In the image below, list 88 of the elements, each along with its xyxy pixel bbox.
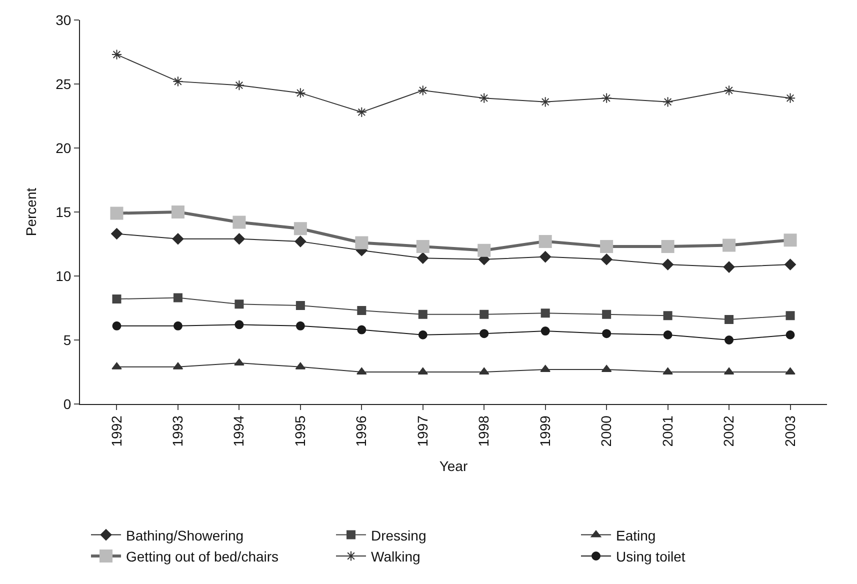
point bbox=[663, 330, 672, 340]
point bbox=[418, 310, 428, 319]
point bbox=[296, 300, 305, 310]
point bbox=[478, 244, 491, 257]
point bbox=[112, 294, 122, 304]
point bbox=[724, 315, 734, 324]
point bbox=[600, 240, 614, 254]
point bbox=[357, 306, 366, 316]
point bbox=[172, 76, 184, 87]
point bbox=[601, 92, 612, 104]
point bbox=[540, 251, 552, 262]
x-tick-label: 2001 bbox=[659, 415, 676, 447]
point bbox=[540, 308, 550, 318]
point bbox=[540, 326, 550, 336]
x-tick-label: 2003 bbox=[782, 415, 798, 447]
point bbox=[600, 254, 612, 266]
point bbox=[294, 236, 306, 248]
x-tick-label: 1998 bbox=[476, 415, 492, 447]
x-tick-label: 1993 bbox=[170, 415, 186, 447]
legend-label: Getting out of bed/chairs bbox=[126, 548, 279, 564]
y-tick-label: 25 bbox=[56, 76, 72, 92]
point bbox=[234, 300, 244, 309]
point bbox=[112, 362, 122, 370]
point bbox=[416, 240, 430, 254]
point bbox=[478, 92, 490, 104]
point bbox=[418, 330, 428, 340]
point bbox=[540, 96, 551, 108]
point bbox=[662, 96, 674, 108]
point bbox=[295, 88, 306, 98]
x-axis-title: Year bbox=[439, 458, 468, 474]
point bbox=[663, 311, 672, 320]
point bbox=[173, 321, 182, 330]
point bbox=[111, 49, 122, 60]
point bbox=[723, 261, 735, 273]
y-tick-label: 20 bbox=[56, 140, 72, 156]
point bbox=[662, 258, 674, 270]
point bbox=[540, 364, 550, 372]
legend-label: Walking bbox=[371, 548, 420, 564]
x-tick-label: 1995 bbox=[292, 415, 308, 447]
x-tick-label: 1999 bbox=[536, 415, 553, 447]
point bbox=[232, 216, 246, 229]
point bbox=[786, 311, 795, 320]
y-tick-label: 5 bbox=[63, 332, 72, 348]
point bbox=[722, 238, 736, 252]
y-tick-label: 30 bbox=[56, 12, 72, 28]
y-tick-label: 0 bbox=[63, 396, 72, 412]
point bbox=[724, 85, 734, 96]
point bbox=[786, 330, 795, 340]
point bbox=[356, 106, 367, 118]
point bbox=[602, 329, 612, 338]
point bbox=[784, 258, 796, 270]
x-tick-label: 1992 bbox=[108, 415, 124, 447]
point bbox=[112, 321, 122, 330]
legend-label: Bathing/Showering bbox=[126, 527, 244, 544]
x-tick-label: 1996 bbox=[353, 415, 370, 447]
point bbox=[480, 310, 489, 319]
point bbox=[171, 206, 184, 218]
point bbox=[355, 236, 368, 250]
point bbox=[784, 234, 797, 247]
legend-label: Eating bbox=[616, 527, 656, 544]
point bbox=[173, 293, 182, 302]
point bbox=[418, 85, 428, 96]
point bbox=[234, 358, 244, 366]
x-tick-label: 2000 bbox=[598, 415, 614, 447]
legend-label: Dressing bbox=[371, 527, 426, 544]
x-tick-label: 2002 bbox=[720, 415, 737, 447]
point bbox=[172, 233, 184, 245]
point bbox=[296, 321, 305, 330]
point bbox=[234, 233, 245, 245]
point bbox=[784, 92, 796, 104]
point bbox=[234, 80, 244, 91]
point bbox=[417, 252, 429, 264]
point bbox=[111, 228, 122, 240]
y-tick-label: 10 bbox=[56, 268, 72, 284]
point bbox=[110, 206, 124, 220]
x-tick-label: 1997 bbox=[414, 415, 430, 447]
point bbox=[602, 310, 612, 319]
legend-label: Using toilet bbox=[616, 548, 686, 564]
point bbox=[357, 325, 366, 334]
point bbox=[724, 336, 734, 344]
point bbox=[480, 329, 489, 338]
y-tick-label: 15 bbox=[56, 204, 72, 220]
y-axis-title: Percent bbox=[23, 188, 40, 236]
point bbox=[661, 240, 674, 254]
x-tick-label: 1994 bbox=[230, 415, 247, 447]
point bbox=[294, 222, 307, 236]
point bbox=[538, 234, 552, 248]
point bbox=[234, 320, 244, 330]
